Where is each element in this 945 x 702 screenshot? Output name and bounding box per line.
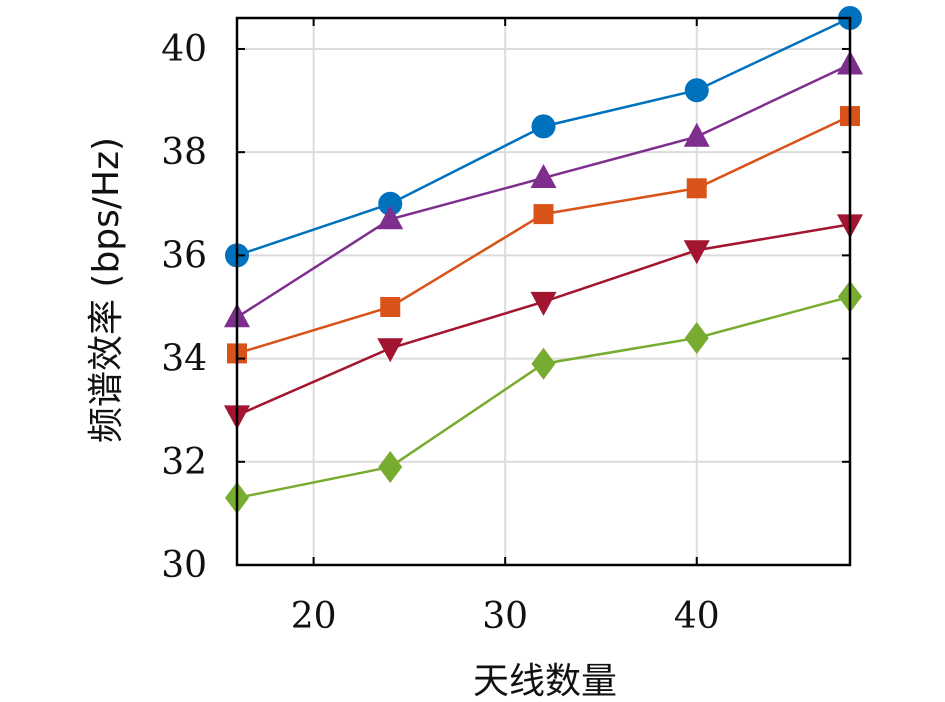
y-tick-label: 30: [161, 545, 207, 586]
x-axis-title: 天线数量: [473, 661, 617, 702]
data-point-square: [380, 296, 401, 317]
y-axis-title: 频谱效率 (bps/Hz): [86, 137, 127, 443]
grid: [237, 18, 850, 566]
y-tick-label: 38: [161, 132, 207, 173]
y-tick-label: 34: [161, 339, 207, 380]
x-tick-label: 40: [674, 596, 720, 637]
series-layer: [224, 6, 863, 514]
data-point-circle: [378, 191, 403, 216]
series-2: [224, 50, 863, 328]
y-tick-label: 36: [161, 235, 207, 276]
data-point-diamond: [531, 347, 556, 380]
x-tick-label: 20: [291, 596, 337, 637]
series-line: [236, 63, 851, 319]
series-1: [225, 6, 862, 268]
data-point-triangle-down: [377, 338, 404, 363]
data-point-diamond: [378, 450, 403, 483]
data-point-square: [686, 178, 707, 199]
data-point-triangle-up: [683, 122, 710, 147]
series-3: [227, 106, 860, 364]
data-point-circle: [531, 114, 556, 139]
data-point-circle: [684, 78, 709, 103]
tick-labels: 20 30 40 30 32 34 36 38 40: [161, 29, 719, 637]
series-4: [224, 214, 863, 430]
plot-frame-rect: [235, 16, 852, 567]
x-tick-label: 30: [482, 596, 528, 637]
y-tick-label: 40: [161, 29, 207, 70]
data-point-triangle-up: [377, 205, 404, 230]
series-line: [236, 223, 851, 417]
data-point-triangle-down: [530, 291, 557, 316]
data-point-triangle-up: [530, 163, 557, 188]
plot-frame: [235, 16, 852, 567]
data-point-diamond: [684, 321, 709, 354]
data-point-triangle-down: [683, 240, 710, 265]
y-tick-label: 32: [161, 442, 207, 483]
data-point-square: [533, 204, 554, 225]
